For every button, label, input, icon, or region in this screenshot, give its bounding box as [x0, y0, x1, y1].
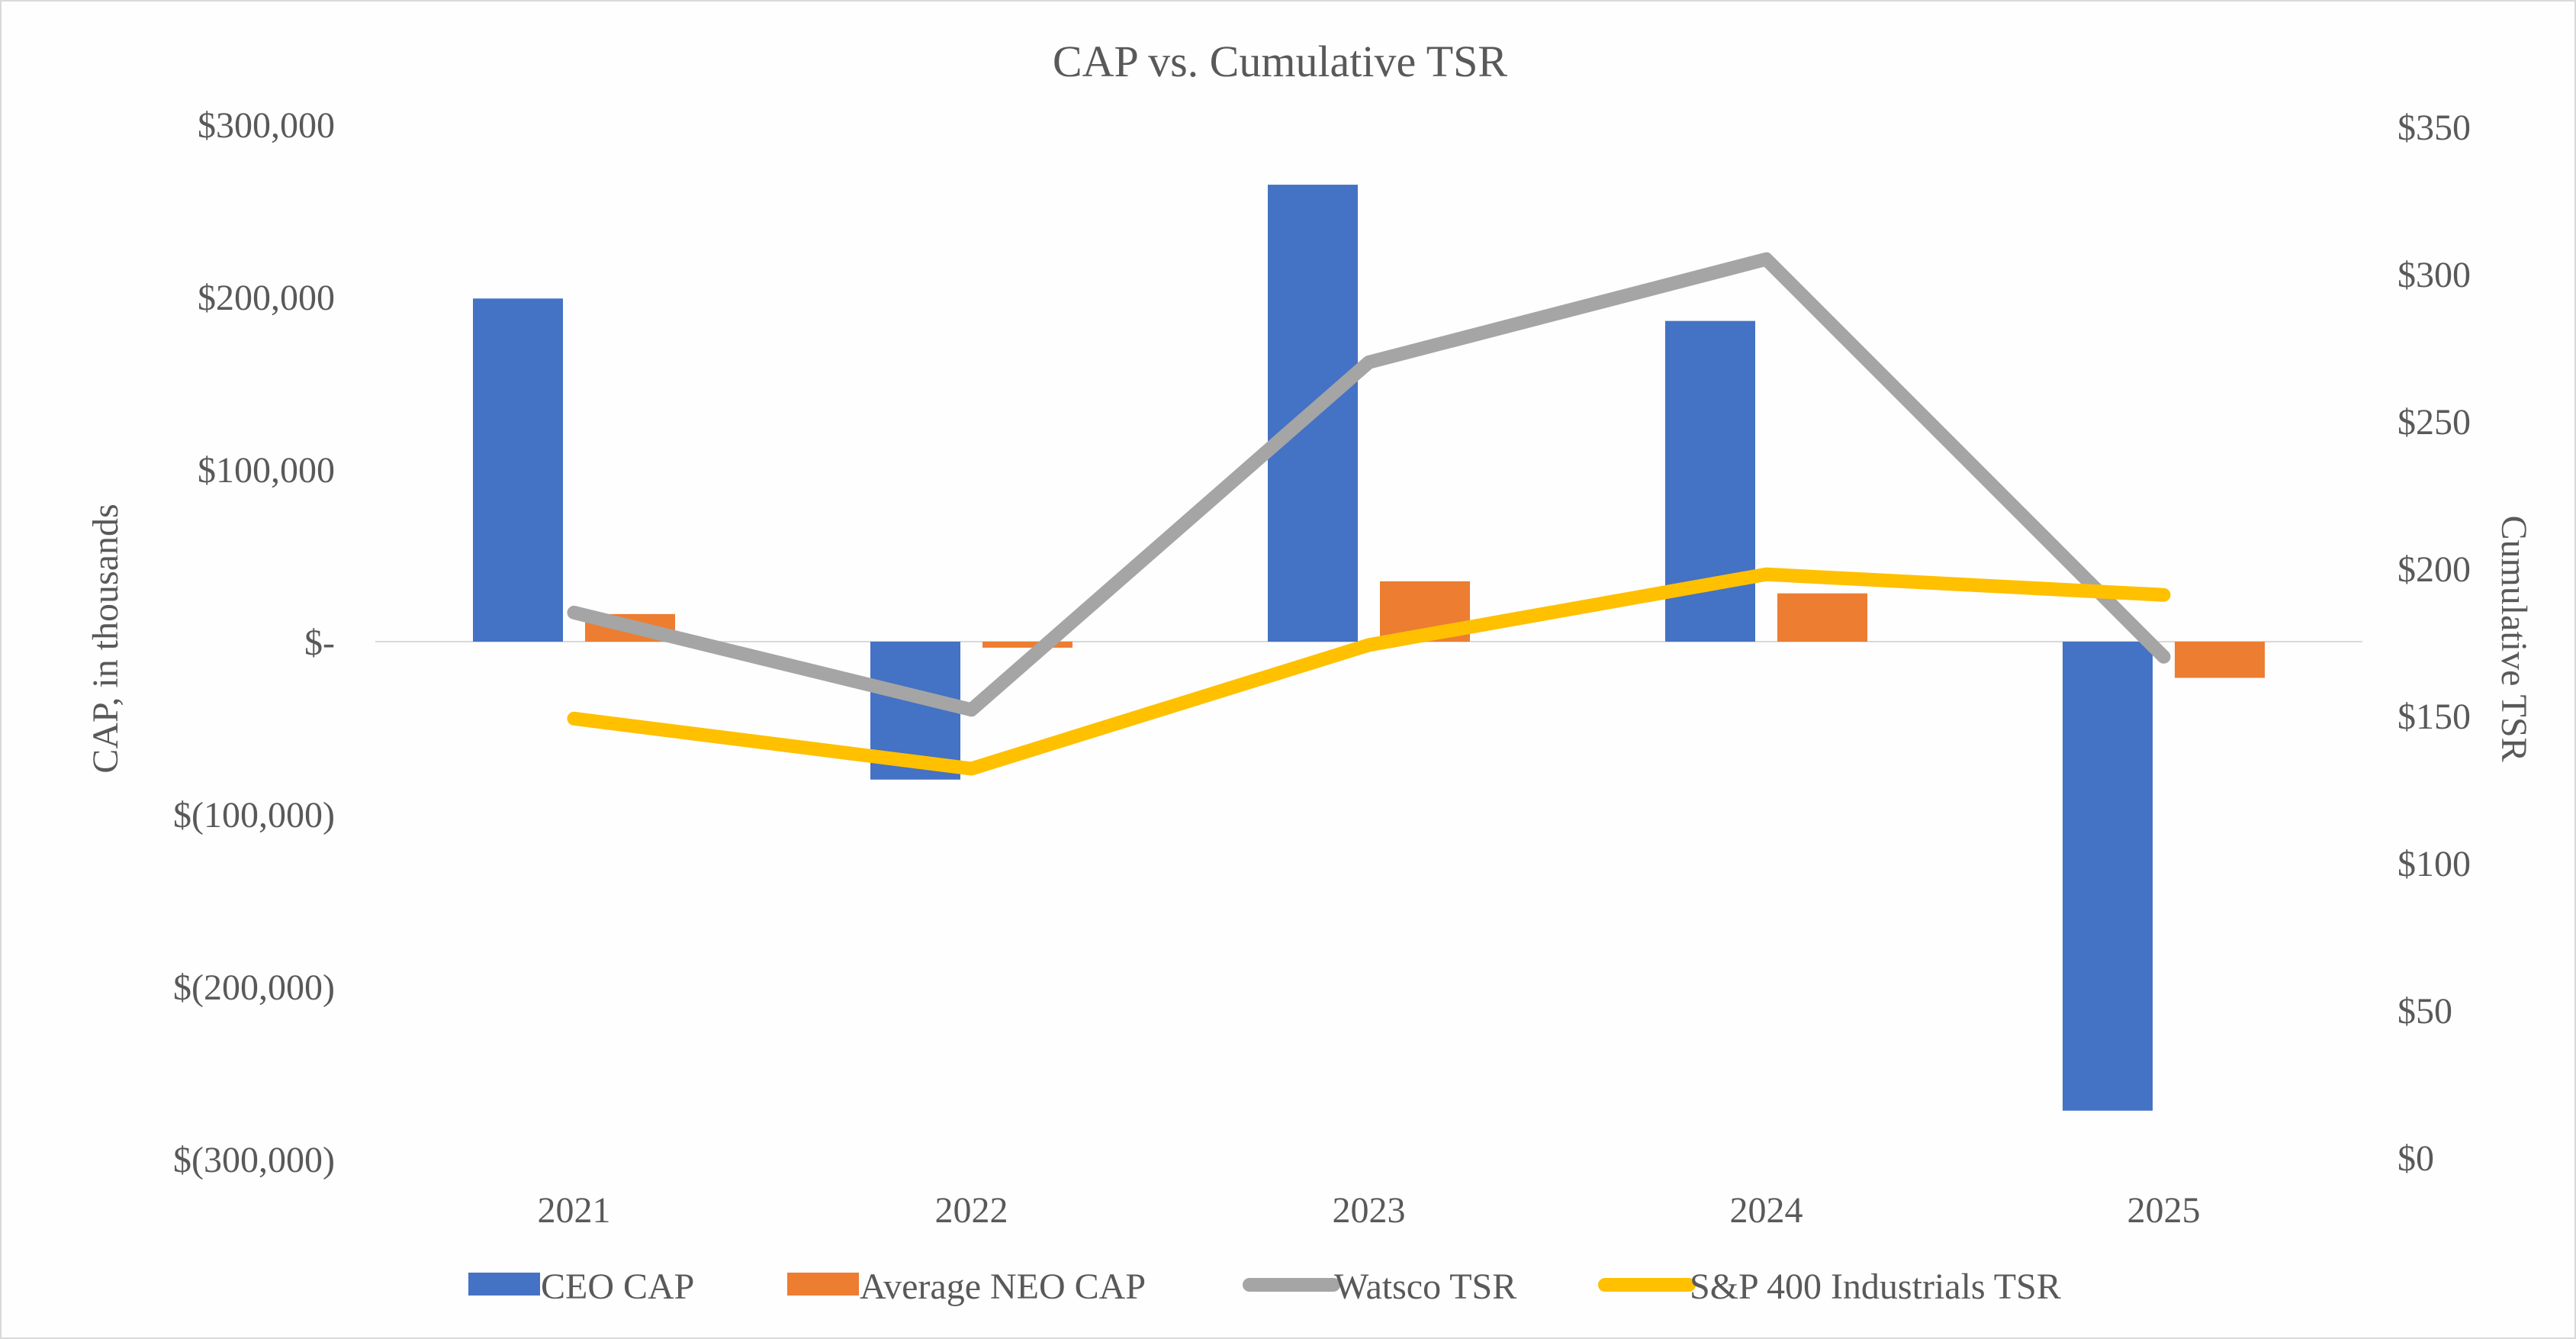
- y2-tick-label: $100: [2398, 844, 2471, 884]
- y-tick-label: $(100,000): [173, 795, 335, 835]
- legend-item-average-neo-cap: Average NEO CAP: [787, 1267, 1146, 1307]
- y2-tick-label: $0: [2398, 1138, 2434, 1179]
- x-tick-label-2025: 2025: [2127, 1190, 2201, 1231]
- y-tick-label: $300,000: [198, 105, 335, 146]
- bar-ceo-cap-2025: [2063, 642, 2153, 1111]
- y2-tick-label: $50: [2398, 991, 2452, 1032]
- y-tick-label: $(300,000): [173, 1140, 335, 1180]
- x-tick-label-2023: 2023: [1333, 1190, 1406, 1231]
- legend-label: CEO CAP: [541, 1267, 694, 1307]
- x-tick-label-2021: 2021: [538, 1190, 611, 1231]
- legend: CEO CAP Average NEO CAP Watsco TSR S&P 400 …: [468, 1267, 2061, 1307]
- x-axis-ticks: 2021 2022 2023 2024 2025: [538, 1190, 2201, 1231]
- legend-item-ceo-cap: CEO CAP: [468, 1267, 694, 1307]
- y-tick-label: $100,000: [198, 450, 335, 491]
- y-tick-label: $200,000: [198, 278, 335, 318]
- line-s-p-400-industrials-tsr: [567, 567, 2171, 776]
- bar-average-neo-cap-2025: [2175, 642, 2265, 678]
- y2-tick-label: $200: [2398, 549, 2471, 590]
- y-tick-label: $(200,000): [173, 967, 335, 1008]
- y2-tick-label: $150: [2398, 697, 2471, 737]
- bars-layer: [473, 185, 2265, 1111]
- line-watsco-tsr: [567, 252, 2171, 717]
- bar-ceo-cap-2021: [473, 298, 563, 642]
- bar-average-neo-cap-2022: [982, 642, 1073, 648]
- legend-item-watsco-tsr: Watsco TSR: [1243, 1267, 1516, 1307]
- y2-tick-label: $250: [2398, 402, 2471, 443]
- bar-average-neo-cap-2024: [1777, 593, 1867, 642]
- y2-tick-label: $350: [2398, 108, 2471, 148]
- legend-label: S&P 400 Industrials TSR: [1690, 1267, 2061, 1307]
- y-tick-label: $-: [304, 623, 335, 663]
- chart-title: CAP vs. Cumulative TSR: [1053, 37, 1508, 86]
- y2-axis-title: Cumulative TSR: [2494, 515, 2534, 761]
- x-tick-label-2024: 2024: [1730, 1190, 1803, 1231]
- legend-swatch: [468, 1273, 540, 1296]
- y-axis-title: CAP, in thousands: [85, 504, 126, 773]
- y2-tick-label: $300: [2398, 255, 2471, 295]
- legend-label: Average NEO CAP: [860, 1267, 1146, 1307]
- y-axis-ticks: $300,000 $200,000 $100,000 $- $(100,000) $(20…: [173, 105, 335, 1180]
- legend-label: Watsco TSR: [1334, 1267, 1516, 1307]
- y2-axis-ticks: $350 $300 $250 $200 $150 $100 $50 $0: [2398, 108, 2471, 1179]
- legend-swatch: [787, 1273, 859, 1296]
- legend-item-s-p-400-industrials-tsr: S&P 400 Industrials TSR: [1598, 1267, 2061, 1307]
- x-tick-label-2022: 2022: [935, 1190, 1008, 1231]
- lines-layer: [567, 252, 2171, 776]
